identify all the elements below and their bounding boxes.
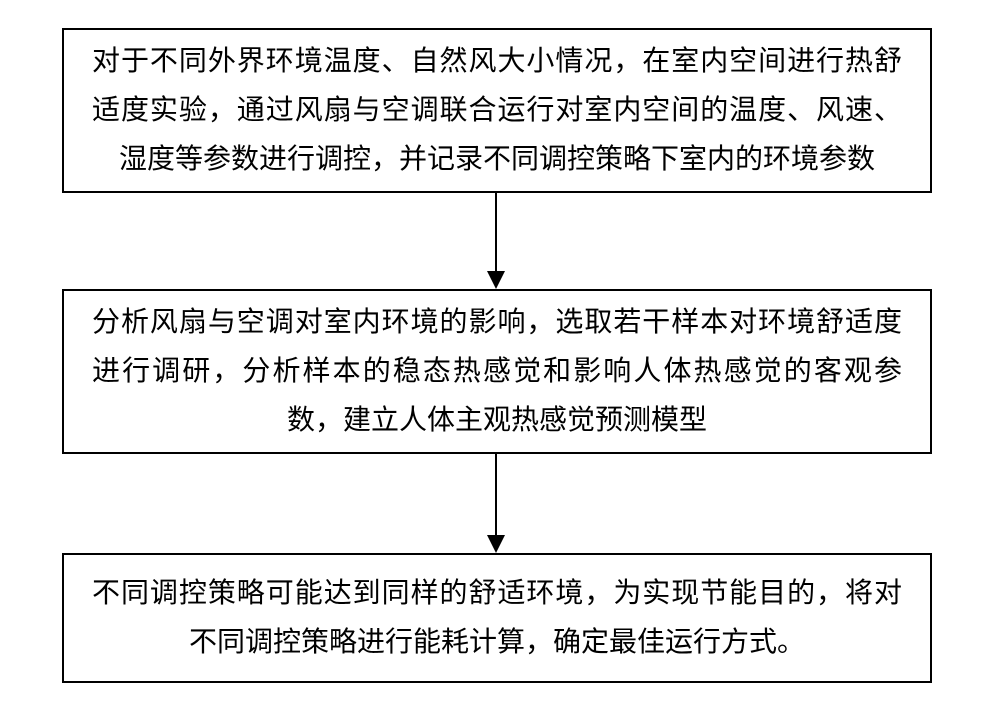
flow-node-2-text: 分析风扇与空调对室内环境的影响，选取若干样本对环境舒适度进行调研，分析样本的稳态… [92, 298, 902, 445]
arrow-line-1 [495, 193, 497, 273]
flowchart-canvas: 对于不同外界环境温度、自然风大小情况，在室内空间进行热舒适度实验，通过风扇与空调… [0, 0, 1000, 723]
flow-node-3-text: 不同调控策略可能达到同样的舒适环境，为实现节能目的，将对不同调控策略进行能耗计算… [92, 569, 902, 667]
flow-node-1: 对于不同外界环境温度、自然风大小情况，在室内空间进行热舒适度实验，通过风扇与空调… [62, 28, 932, 193]
flow-node-2: 分析风扇与空调对室内环境的影响，选取若干样本对环境舒适度进行调研，分析样本的稳态… [62, 289, 932, 454]
arrow-head-1 [487, 271, 505, 289]
arrow-head-2 [487, 535, 505, 553]
flow-node-3: 不同调控策略可能达到同样的舒适环境，为实现节能目的，将对不同调控策略进行能耗计算… [62, 553, 932, 683]
arrow-line-2 [495, 454, 497, 536]
flow-node-1-text: 对于不同外界环境温度、自然风大小情况，在室内空间进行热舒适度实验，通过风扇与空调… [92, 37, 902, 184]
